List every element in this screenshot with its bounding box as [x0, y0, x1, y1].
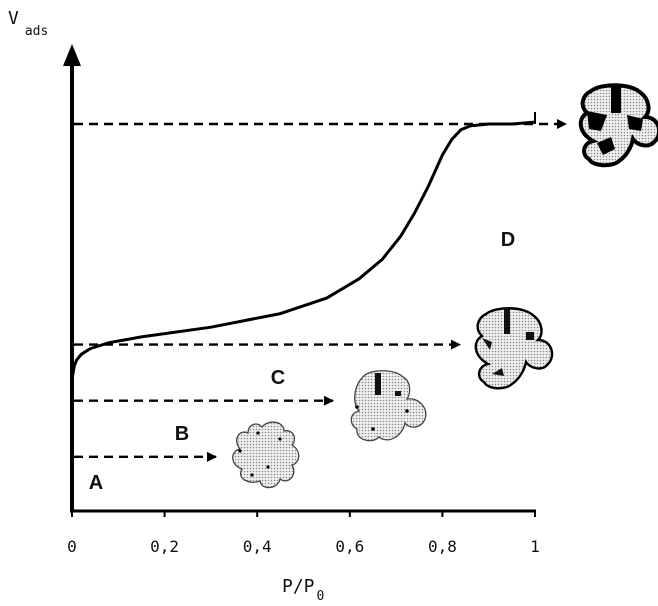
x-tick-label: 0,6 [335, 537, 364, 556]
x-tick-label: 0,8 [428, 537, 457, 556]
grain-icon-b [232, 421, 300, 489]
x-tick-label: 0,4 [243, 537, 272, 556]
x-tick-group: 0 0,2 0,4 0,6 0,8 1 [67, 511, 540, 556]
isotherm-line [70, 120, 536, 380]
grain-icon-c [350, 370, 427, 442]
x-tick-label: 0,2 [150, 537, 179, 556]
region-label-a: A [89, 472, 103, 494]
y-axis-label: Vads [8, 8, 48, 39]
isotherm-curve-group [70, 112, 536, 380]
y-axis-arrow-icon [63, 44, 81, 66]
region-label-d: D [501, 229, 515, 251]
region-label-c: C [271, 367, 285, 389]
region-label-b: B [175, 423, 189, 445]
x-tick-label: 0 [67, 537, 77, 556]
x-tick-label: 1 [530, 537, 540, 556]
x-axis-label: P/P 0 [282, 576, 324, 604]
level-guides [74, 119, 567, 462]
grain-icon-d [474, 307, 554, 390]
region-labels: A B C D [89, 229, 515, 494]
grain-icon-full [578, 83, 658, 168]
